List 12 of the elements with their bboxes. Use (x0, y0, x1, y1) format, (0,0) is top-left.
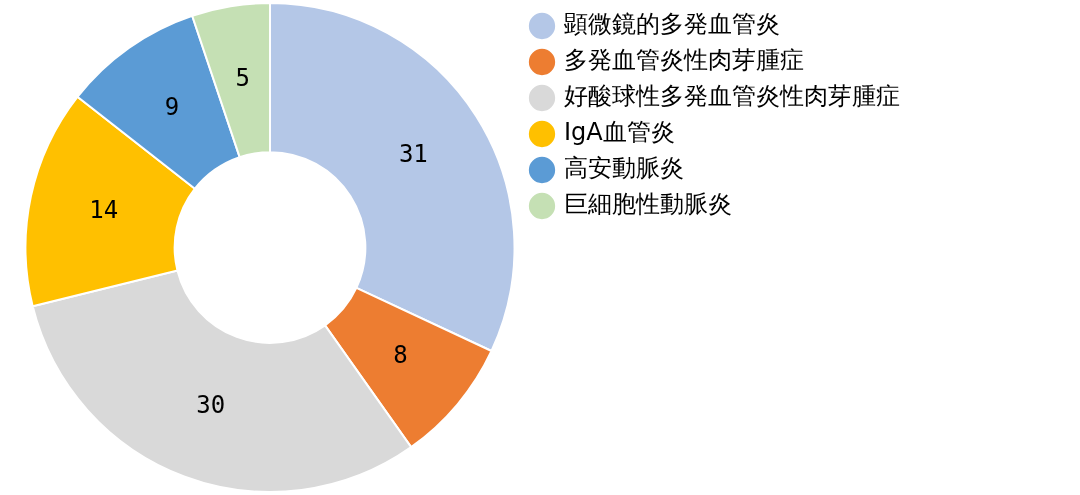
legend-label: 顕微鏡的多発血管炎 (563, 10, 780, 39)
legend-label: 多発血管炎性肉芽腫症 (564, 46, 804, 75)
data-label: 30 (196, 390, 226, 419)
data-label: 5 (235, 64, 250, 93)
legend-label: 好酸球性多発血管炎性肉芽腫症 (564, 82, 900, 111)
legend-label: IgA血管炎 (564, 118, 675, 147)
data-label: 14 (89, 196, 119, 225)
legend-label: 高安動脈炎 (564, 154, 684, 183)
data-label: 31 (398, 140, 428, 169)
data-label: 9 (164, 92, 180, 121)
legend-label: 巨細胞性動脈炎 (564, 190, 732, 219)
data-label: 8 (393, 340, 408, 369)
